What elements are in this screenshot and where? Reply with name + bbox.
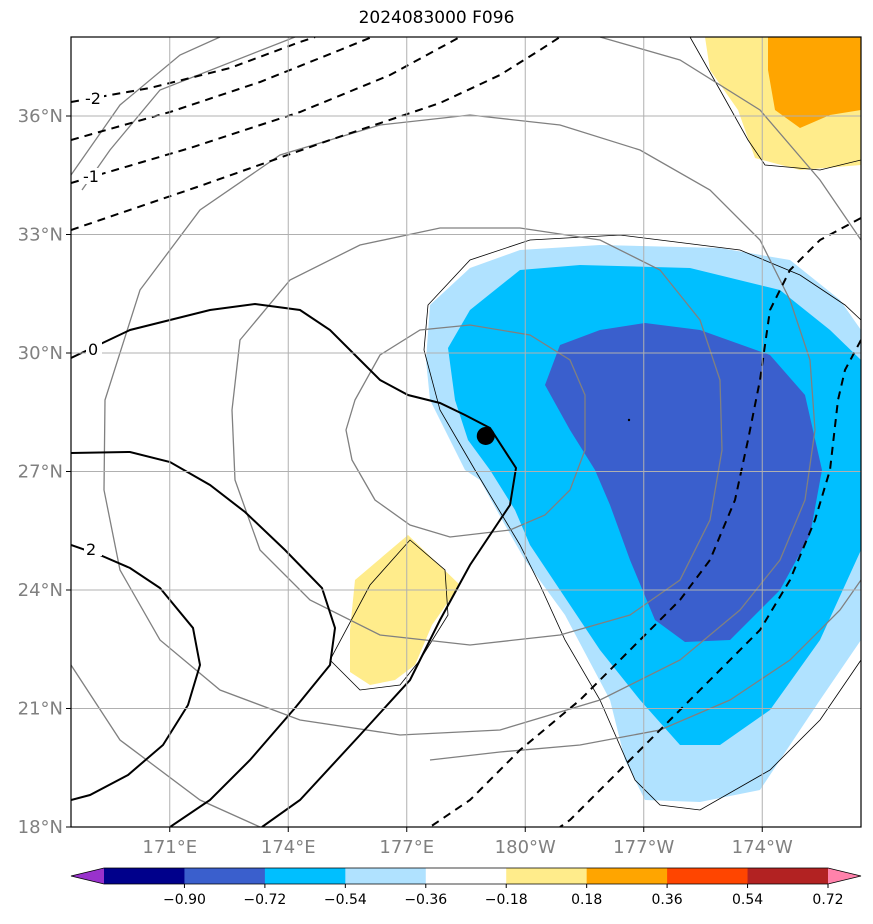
storm-center-marker <box>476 426 495 445</box>
colorbar-segment <box>747 868 829 884</box>
colorbar-label: −0.36 <box>404 892 447 908</box>
dashed-contours <box>71 37 861 827</box>
colorbar-segment <box>506 868 588 884</box>
colorbar-segment <box>345 868 427 884</box>
lat-label: 33°N <box>18 225 63 246</box>
lat-label: 24°N <box>18 580 63 601</box>
shaded-field <box>350 37 861 802</box>
colorbar-extend-high <box>828 868 861 884</box>
latitude-labels: 18°N 21°N 24°N 27°N 30°N 33°N 36°N <box>18 106 71 838</box>
lat-label: 18°N <box>18 817 63 838</box>
colorbar-label: −0.90 <box>163 892 206 908</box>
colorbar-label: 0.18 <box>571 892 602 908</box>
colorbar-label: −0.72 <box>243 892 286 908</box>
colorbar-label: −0.54 <box>324 892 367 908</box>
lat-label: 30°N <box>18 343 63 364</box>
colorbar-segment <box>184 868 266 884</box>
map-plot-area <box>71 37 861 827</box>
colorbar-segment <box>104 868 185 884</box>
colorbar-extend-low <box>71 868 104 884</box>
colorbar-label: 0.54 <box>732 892 763 908</box>
colorbar-segment <box>667 868 749 884</box>
colorbar-label: 0.36 <box>652 892 683 908</box>
lon-label: 177°W <box>613 837 674 858</box>
colorbar-label: 0.72 <box>812 892 843 908</box>
lon-label: 177°E <box>379 837 434 858</box>
lat-label: 27°N <box>18 462 63 483</box>
colorbar-label: −0.18 <box>485 892 528 908</box>
colorbar-segment <box>425 868 507 884</box>
colorbar-segment <box>586 868 668 884</box>
lon-label: 171°E <box>142 837 197 858</box>
contour-label-zero: 0 <box>88 340 98 359</box>
contour-label-minus-2: -2 <box>85 89 101 108</box>
contour-label-2: 2 <box>86 540 96 559</box>
lon-label: 174°E <box>261 837 316 858</box>
contour-label-minus-1: -1 <box>83 167 99 186</box>
longitude-labels: 171°E 174°E 177°E 180°W 177°W 174°W <box>142 827 793 858</box>
map-grid <box>71 37 861 828</box>
lon-label: 180°W <box>495 837 556 858</box>
lat-label: 36°N <box>18 106 63 127</box>
colorbar-outline <box>70 867 862 885</box>
colorbar: −0.90 −0.72 −0.54 −0.36 −0.18 0.18 0.36 0.54 0.7… <box>70 867 862 908</box>
shade-light-yellow <box>350 535 460 685</box>
shade-royal-blue <box>545 323 822 642</box>
shade-orange <box>768 37 861 128</box>
lat-label: 21°N <box>18 699 63 720</box>
map-frame <box>70 36 862 828</box>
colorbar-segment <box>264 868 346 884</box>
map-title: 2024083000 F096 <box>358 8 515 28</box>
lon-label: 174°W <box>732 837 793 858</box>
contour-label-group: -2 -1 0 2 <box>82 89 104 559</box>
